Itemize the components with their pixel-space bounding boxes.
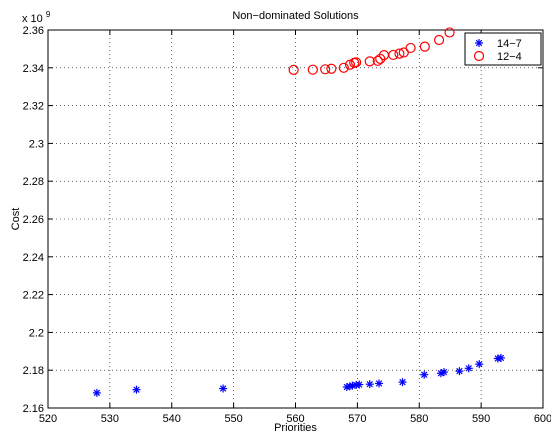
y-tick-label: 2.18 xyxy=(23,365,44,377)
y-tick-label: 2.32 xyxy=(23,101,44,113)
x-tick-label: 580 xyxy=(410,413,428,425)
data-point-asterisk xyxy=(440,368,448,377)
x-tick-label: 600 xyxy=(534,413,551,425)
data-point-asterisk xyxy=(436,369,445,378)
data-point-asterisk xyxy=(464,364,473,373)
data-point-asterisk xyxy=(132,385,141,394)
y-tick-label: 2.16 xyxy=(23,403,44,415)
data-point-asterisk xyxy=(455,367,464,376)
y-axis-exponent-power: 9 xyxy=(46,10,51,19)
x-axis-label: Priorities xyxy=(274,422,317,434)
y-axis-label: Cost xyxy=(10,208,22,231)
data-point-asterisk xyxy=(355,380,364,389)
data-point-asterisk xyxy=(496,353,505,362)
axis-ticks: 520 530 540 550 560 570 580 590 600 2.16 2.18 2.2 2.… xyxy=(23,25,551,425)
data-point-circle xyxy=(375,53,386,65)
legend-box xyxy=(464,32,542,66)
data-point-circle xyxy=(307,64,318,75)
x-tick-label: 520 xyxy=(39,413,57,425)
chart-title: Non−dominated Solutions xyxy=(232,10,359,22)
x-tick-label: 530 xyxy=(101,413,119,425)
y-tick-label: 2.28 xyxy=(23,176,44,188)
data-point-circle xyxy=(378,50,390,61)
data-point-circle xyxy=(288,64,299,75)
y-tick-label: 2.26 xyxy=(23,214,44,226)
legend-entries: 14−712−4 xyxy=(473,38,522,63)
data-point-circle xyxy=(394,48,405,59)
y-tick-label: 2.2 xyxy=(29,327,44,339)
series-1 xyxy=(92,353,505,397)
y-tick-label: 2.24 xyxy=(23,252,44,264)
data-point-asterisk xyxy=(398,378,407,387)
data-point-asterisk xyxy=(219,384,228,393)
data-point-circle xyxy=(433,34,445,46)
data-point-asterisk xyxy=(375,379,384,388)
data-point-circle xyxy=(372,55,383,66)
data-point-circle xyxy=(320,64,331,75)
legend-label: 14−7 xyxy=(497,38,522,50)
data-point-circle xyxy=(364,56,375,67)
data-point-asterisk xyxy=(475,360,484,369)
data-point-circle xyxy=(444,27,455,38)
series-2 xyxy=(288,27,455,75)
data-point-circle xyxy=(326,63,337,74)
grid xyxy=(48,30,543,408)
legend-label: 12−4 xyxy=(497,51,522,63)
data-point-asterisk xyxy=(365,380,374,389)
data-point-circle xyxy=(405,42,416,54)
y-tick-label: 2.36 xyxy=(23,25,44,37)
legend-marker xyxy=(473,50,485,62)
data-point-asterisk xyxy=(92,388,101,397)
y-axis-exponent: x 10 9 xyxy=(22,10,51,25)
data-series xyxy=(92,27,505,397)
y-axis-exponent-base: x 10 xyxy=(22,13,43,25)
y-tick-label: 2.22 xyxy=(23,290,44,302)
x-tick-label: 570 xyxy=(348,413,366,425)
legend-marker xyxy=(475,39,483,47)
data-point-circle xyxy=(338,62,349,73)
x-tick-label: 550 xyxy=(224,413,242,425)
x-tick-label: 590 xyxy=(472,413,490,425)
legend: 14−712−4 xyxy=(464,32,542,66)
y-tick-label: 2.34 xyxy=(23,63,44,75)
data-point-circle xyxy=(351,57,362,68)
y-tick-label: 2.3 xyxy=(29,138,44,150)
data-point-asterisk xyxy=(420,370,429,379)
x-tick-label: 560 xyxy=(286,413,304,425)
data-point-circle xyxy=(388,49,399,61)
x-tick-label: 540 xyxy=(163,413,181,425)
data-point-circle xyxy=(419,41,430,52)
